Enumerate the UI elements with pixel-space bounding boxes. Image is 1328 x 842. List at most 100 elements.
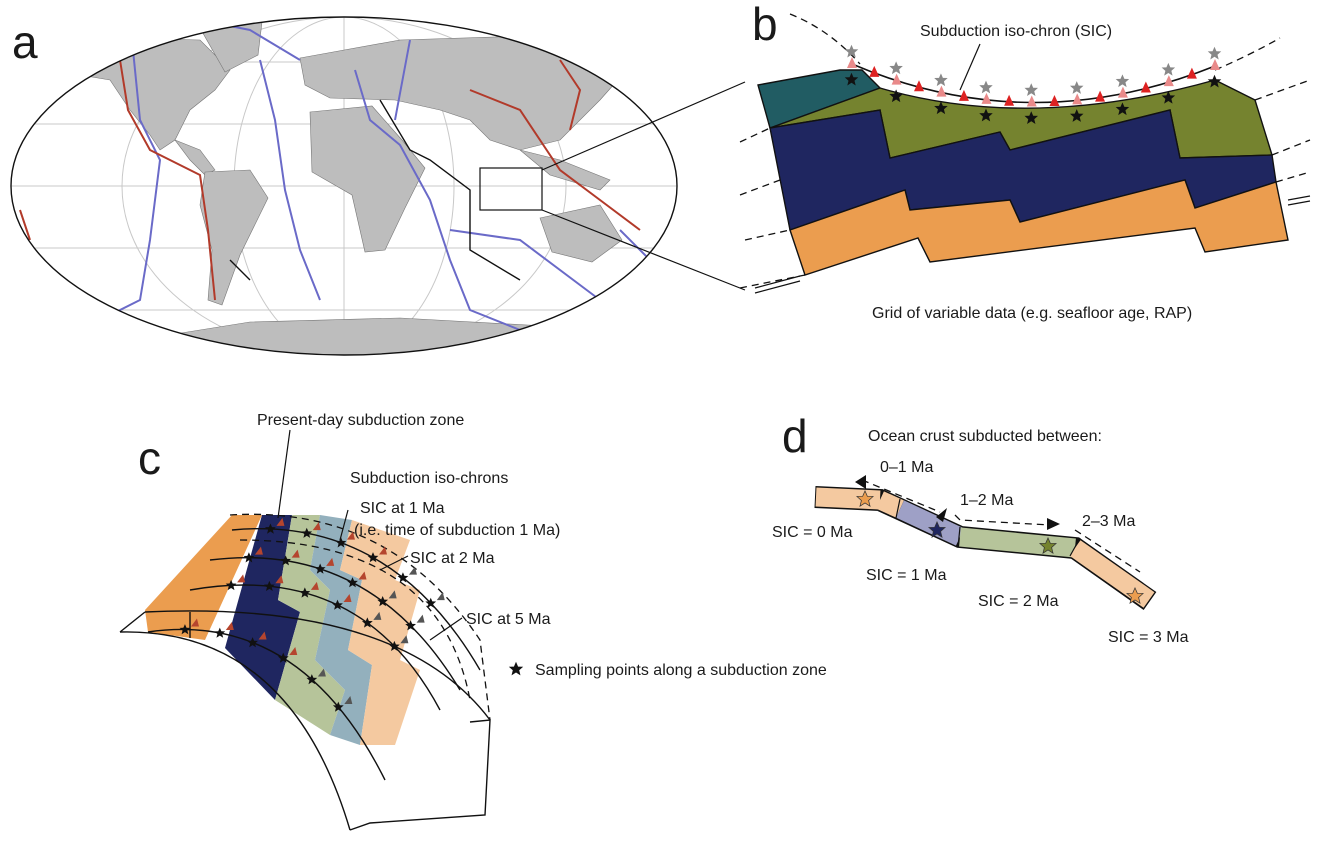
shape	[277, 429, 291, 519]
sample-star	[214, 627, 226, 638]
subduction-tooth	[254, 546, 263, 555]
shape	[876, 491, 904, 518]
shape	[429, 617, 463, 641]
subduction-tooth	[436, 592, 445, 601]
shape	[757, 69, 882, 129]
subduction-tooth	[379, 546, 387, 555]
shape	[739, 13, 1311, 289]
sample-star	[889, 61, 903, 75]
subduction-tooth	[1049, 95, 1060, 107]
subduction-tooth	[312, 522, 321, 531]
annotation: Present-day subduction zone	[257, 412, 464, 429]
interval-label: 1–2 Ma	[960, 492, 1013, 509]
shape	[959, 527, 1076, 558]
shape	[539, 204, 623, 263]
shape	[959, 43, 981, 91]
shape	[11, 17, 677, 355]
shape	[119, 610, 491, 831]
subduction-tooth	[1140, 81, 1151, 93]
shape	[1069, 537, 1081, 557]
subduction-tooth	[847, 57, 857, 68]
annotation: SIC at 2 Ma	[410, 550, 495, 567]
subduction-tooth	[225, 622, 234, 630]
caption: Grid of variable data (e.g. seafloor age…	[872, 305, 1192, 322]
subduction-tooth	[891, 73, 902, 85]
sample-star	[1161, 62, 1176, 76]
curved-grid	[119, 429, 524, 831]
sample-star	[1115, 74, 1130, 88]
sample-star	[979, 80, 993, 94]
shape	[861, 479, 1141, 573]
subduction-tooth	[344, 696, 353, 704]
interval-label: 0–1 Ma	[880, 459, 933, 476]
sample-star	[1069, 81, 1084, 94]
annotation: (i.e. time of subduction 1 Ma)	[354, 522, 560, 539]
panel-label: b	[752, 0, 778, 50]
subduction-tooth	[869, 65, 880, 77]
subduction-tooth	[936, 85, 947, 97]
shape	[339, 509, 349, 541]
subduction-tooth	[1186, 67, 1197, 79]
subduction-tooth	[289, 647, 298, 655]
annotation: SIC at 1 Ma	[360, 500, 445, 517]
title: Ocean crust subducted between:	[868, 428, 1102, 445]
shape	[895, 498, 901, 519]
subduction-tooth	[416, 614, 425, 623]
annotation: Subduction iso-chrons	[350, 470, 508, 487]
subduction-tooth	[1095, 90, 1106, 102]
shape	[541, 209, 746, 291]
annotation: SIC at 5 Ma	[466, 611, 551, 628]
subduction-tooth	[1163, 75, 1174, 87]
isochron-label: SIC = 3 Ma	[1108, 629, 1189, 646]
subduction-tooth	[1072, 93, 1083, 105]
subduction-tooth	[237, 574, 246, 583]
subduction-tooth	[1004, 94, 1015, 106]
subduction-tooth	[310, 581, 319, 590]
sample-star	[1024, 83, 1038, 96]
subduction-tooth	[317, 668, 326, 677]
shape	[99, 19, 661, 331]
subduction-tooth	[291, 549, 300, 558]
shape	[229, 513, 491, 721]
shape	[479, 167, 543, 211]
subduction-tooth	[346, 531, 355, 540]
shape	[19, 59, 641, 301]
subduction-tooth	[981, 92, 992, 104]
subduction-tooth	[258, 631, 267, 640]
panel-label: c	[138, 432, 161, 484]
subduction-tooth	[1117, 86, 1128, 98]
shape	[225, 515, 300, 700]
shape	[379, 555, 409, 571]
subduction-tooth	[408, 566, 417, 575]
sampling-points	[179, 517, 445, 712]
isochron-label: SIC = 2 Ma	[978, 593, 1059, 610]
shape	[145, 515, 262, 640]
isochron-label: SIC = 1 Ma	[866, 567, 947, 584]
subduction-tooth	[400, 635, 409, 644]
panel-label: a	[12, 16, 38, 68]
subduction-tooth	[358, 571, 367, 580]
shape	[754, 195, 1311, 294]
world-map	[10, 16, 746, 356]
shape	[121, 17, 567, 355]
subduction-tooth	[373, 611, 382, 620]
subduction-tooth	[1210, 59, 1220, 70]
shape	[10, 16, 678, 356]
subduction-tooth	[276, 517, 285, 526]
shape	[229, 99, 521, 281]
panel-label: d	[782, 410, 808, 462]
interval-label: 2–3 Ma	[1082, 513, 1135, 530]
grid-diagram	[739, 13, 1311, 294]
subduction-tooth	[1026, 95, 1037, 107]
subduction-tooth	[275, 575, 284, 584]
subduction-tooth	[913, 80, 924, 92]
shape	[895, 500, 965, 546]
sample-star	[934, 73, 948, 87]
subduction-tooth	[388, 590, 397, 599]
shape	[275, 515, 345, 735]
shape	[508, 661, 524, 676]
shape	[957, 526, 961, 548]
subduction-tooth	[326, 557, 335, 566]
crust-segments	[814, 475, 1157, 610]
